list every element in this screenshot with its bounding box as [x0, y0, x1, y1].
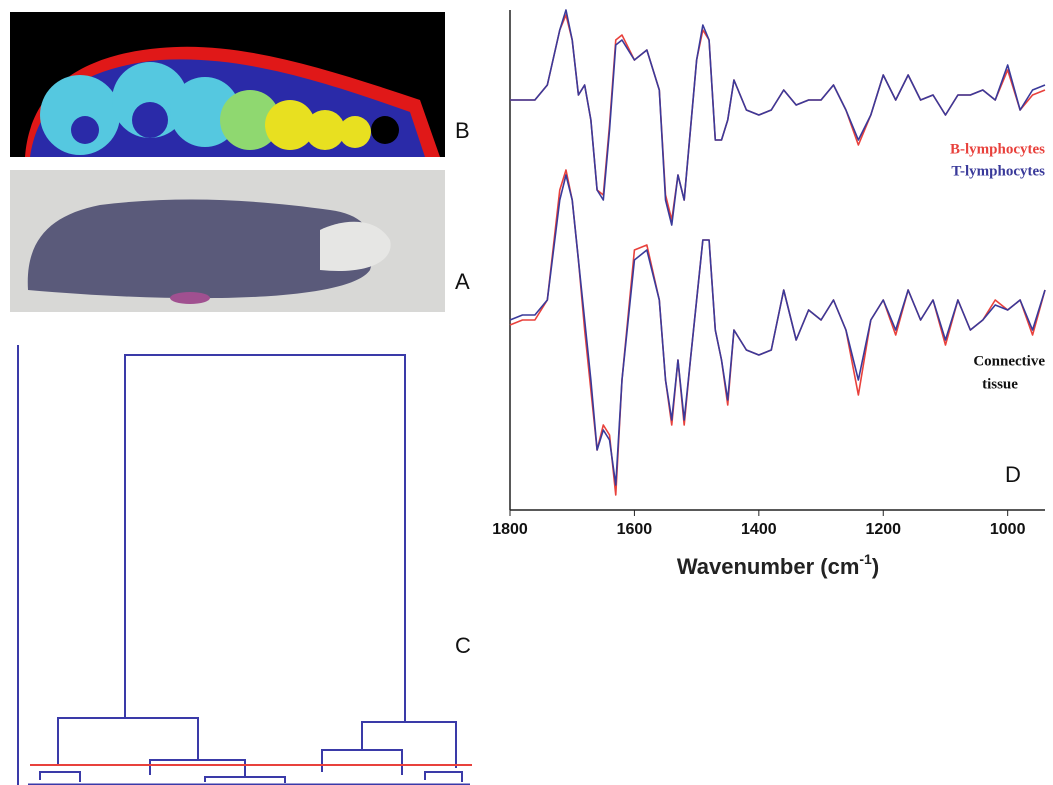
- x-tick-label: 1200: [865, 521, 901, 538]
- annotation: Connective: [973, 353, 1045, 369]
- x-axis-label-part: ): [872, 554, 879, 579]
- spectrum-line: [509, 169, 1046, 496]
- legend-label: T-lymphocytes: [951, 163, 1045, 179]
- x-tick-label: 1600: [617, 521, 653, 538]
- cluster-image: [10, 12, 445, 158]
- legend-label: B-lymphocytes: [950, 141, 1045, 157]
- panel-label: D: [1005, 462, 1021, 487]
- spectrum-line: [509, 174, 1046, 486]
- dendrogram: [17, 345, 472, 785]
- x-axis-label: Wavenumber (cm-1): [677, 551, 879, 579]
- panel-label: A: [455, 269, 470, 294]
- x-tick-label: 1000: [990, 521, 1026, 538]
- x-axis-label-part: Wavenumber (cm: [677, 554, 860, 579]
- x-tick-label: 1400: [741, 521, 777, 538]
- x-axis-label-sup: -1: [859, 551, 872, 567]
- histology-image: [10, 170, 445, 312]
- annotation: tissue: [982, 376, 1018, 392]
- x-tick-label: 1800: [492, 521, 528, 538]
- spectrum-line: [510, 9, 1046, 226]
- panel-label: C: [455, 633, 471, 658]
- panel-label: B: [455, 118, 470, 143]
